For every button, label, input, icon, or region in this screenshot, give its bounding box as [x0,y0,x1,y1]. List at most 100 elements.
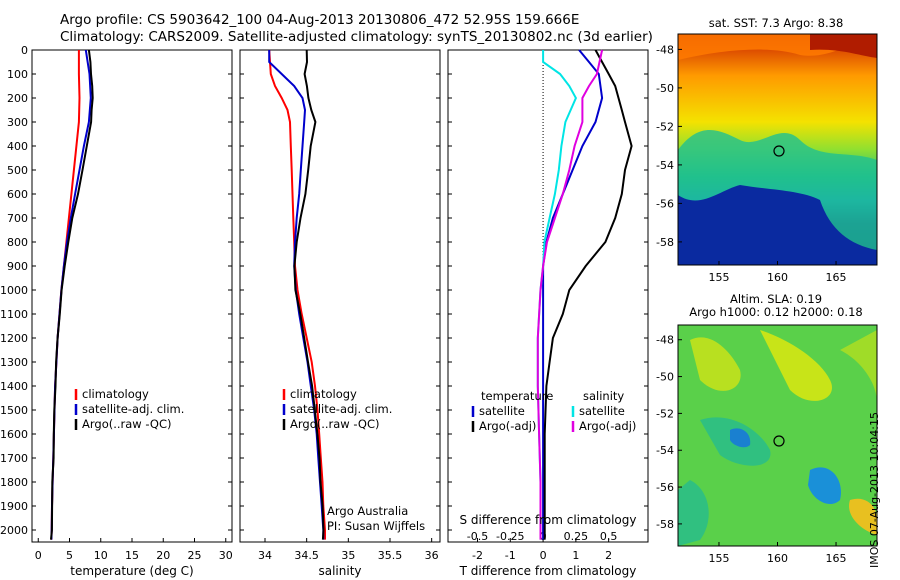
x-tick-label: 5 [66,549,73,562]
temperature-xlabel: temperature (deg C) [70,564,193,578]
depth-tick-label: 1100 [0,308,28,321]
legend-label: climatology [82,387,149,401]
salinity-annotation-2: PI: Susan Wijffels [327,519,425,533]
series-line-1 [543,49,633,540]
sla-map-axes: 155 160 165 -48 -50 -52 -54 -56 -58 [656,334,846,565]
x-tick-label: 15 [125,549,139,562]
series-line-0 [50,50,81,540]
x-tick-label: 35 [341,549,355,562]
legend-title-temperature: temperature [481,389,553,403]
map-x-tick-label: 160 [767,271,788,284]
depth-tick-label: 1600 [0,428,28,441]
legend-label: Argo(..raw -QC) [290,417,380,431]
imos-timestamp: IMOS 07-Aug-2013 10:04:15 [868,412,881,568]
s-tick-label: 0.5 [600,530,618,543]
legend-title-salinity: salinity [583,389,624,403]
map-y-tick-label: -50 [656,82,674,95]
map-y-tick-label: -56 [656,197,674,210]
map-y-tick-label: -48 [656,334,674,347]
difference-panel-frame [447,49,649,543]
depth-tick-label: 800 [7,236,28,249]
sst-map-axes: 155 160 165 -48 -50 -52 -54 -56 -58 [656,43,846,284]
series-line-2 [293,49,325,540]
depth-tick-label: 1800 [0,476,28,489]
depth-tick-label: 1300 [0,356,28,369]
sst-map-title: sat. SST: 7.3 Argo: 8.38 [709,16,844,30]
map-y-tick-label: -52 [656,120,674,133]
depth-tick-label: 1400 [0,380,28,393]
x-tick-label: 34.5 [294,549,319,562]
salinity-annotation-1: Argo Australia [327,504,408,518]
series-line-3 [536,49,604,540]
salinity-xlabel: salinity [318,564,361,578]
s-tick-label: -0.5 [467,530,488,543]
figure-title-line1: Argo profile: CS 5903642_100 04-Aug-2013… [60,12,580,28]
map-x-tick-label: 165 [826,271,847,284]
map-y-tick-label: -54 [656,444,674,457]
x-tick-label: 36 [425,549,439,562]
map-y-tick-label: -52 [656,407,674,420]
sla-map-float-marker [773,435,785,447]
map-y-tick-label: -54 [656,159,674,172]
legend-label: satellite [579,404,625,418]
salinity-plot: 34 34.5 35 35.5 36 climatologysatellite-adj. … [258,49,439,562]
sst-map-float-marker [773,145,785,157]
depth-tick-label: 2000 [0,524,28,537]
depth-tick-label: 900 [7,260,28,273]
x-tick-label: -1 [505,549,516,562]
depth-axis: 0 100 200 300 400 500 600 700 800 900 1000 1100 1200… [0,44,648,537]
depth-tick-label: 500 [7,164,28,177]
depth-tick-label: 700 [7,212,28,225]
legend-label: satellite-adj. clim. [290,402,392,416]
depth-tick-label: 1700 [0,452,28,465]
depth-tick-label: 1500 [0,404,28,417]
legend-label: Argo(..raw -QC) [82,417,172,431]
sla-map-subtitle: Argo h1000: 0.12 h2000: 0.18 [689,305,862,319]
salinity-panel-frame [239,49,441,543]
x-tick-label: 35.5 [378,549,403,562]
map-x-tick-label: 155 [708,552,729,565]
legend-label: satellite-adj. clim. [82,402,184,416]
depth-tick-label: 300 [7,116,28,129]
x-tick-label: 0 [540,549,547,562]
x-tick-label: 10 [94,549,108,562]
depth-tick-label: 1000 [0,284,28,297]
depth-tick-label: 400 [7,140,28,153]
legend-label: Argo(-adj) [479,419,536,433]
x-tick-label: -2 [472,549,483,562]
legend-label: climatology [290,387,357,401]
difference-xlabel: T difference from climatology [459,564,637,578]
s-tick-label: -0.25 [496,530,524,543]
map-y-tick-label: -58 [656,236,674,249]
s-tick-label: 0.25 [564,530,589,543]
difference-xlabel2: S difference from climatology [460,513,637,527]
map-x-tick-label: 155 [708,271,729,284]
series-line-0 [268,49,326,540]
x-tick-label: 34 [258,549,272,562]
x-tick-label: 1 [572,549,579,562]
x-tick-label: 0 [35,549,42,562]
x-tick-label: 25 [188,549,202,562]
map-x-tick-label: 160 [767,552,788,565]
sla-map [678,325,877,546]
map-y-tick-label: -48 [656,43,674,56]
legend-label: satellite [479,404,525,418]
sst-map [678,34,877,265]
series-line-1 [50,49,92,540]
depth-tick-label: 200 [7,92,28,105]
map-y-tick-label: -50 [656,371,674,384]
difference-plot: -2-1012-0.5-0.2500.250.5temperaturesalin… [467,49,636,562]
sla-map-title: Altim. SLA: 0.19 [730,292,822,306]
x-tick-label: 30 [219,549,233,562]
depth-tick-label: 100 [7,68,28,81]
map-x-tick-label: 165 [826,552,847,565]
legend-label: Argo(-adj) [579,419,636,433]
depth-tick-label: 0 [21,44,28,57]
figure-title-line2: Climatology: CARS2009. Satellite-adjuste… [60,29,653,45]
depth-tick-label: 1200 [0,332,28,345]
map-y-tick-label: -56 [656,481,674,494]
map-y-tick-label: -58 [656,518,674,531]
x-tick-label: 20 [156,549,170,562]
